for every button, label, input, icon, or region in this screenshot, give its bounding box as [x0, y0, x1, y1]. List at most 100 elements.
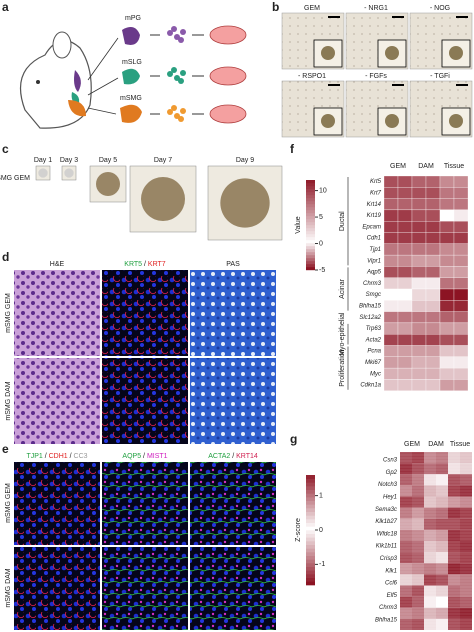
micrograph: [190, 270, 276, 356]
scale-bar: [328, 84, 340, 86]
gene-label: Chrm3: [363, 281, 382, 287]
heat-cell: [411, 209, 427, 222]
heat-cell: [425, 367, 441, 380]
heat-cell: [448, 596, 460, 608]
colorbar: [306, 249, 315, 253]
heat-cell: [439, 300, 455, 312]
heat-cell: [412, 496, 424, 508]
heat-cell: [453, 379, 469, 391]
heat-cell: [397, 356, 413, 369]
heat-cell: [448, 463, 460, 475]
colorbar: [306, 497, 315, 501]
colorbar: [306, 186, 315, 190]
row-label: mSMG GEM: [5, 483, 12, 523]
heat-cell: [397, 266, 413, 278]
organoid: [385, 46, 399, 60]
heat-cell: [383, 322, 399, 335]
heat-cell: [425, 221, 441, 233]
heat-cell: [411, 379, 427, 391]
heat-cell: [448, 618, 460, 630]
day-label: Day 9: [236, 157, 254, 164]
heat-cell: [397, 379, 413, 391]
heat-cell: [436, 607, 448, 619]
gland-label: mSLG: [122, 59, 142, 66]
condition-label: - NRG1: [364, 5, 388, 12]
heat-cell: [397, 198, 413, 211]
heat-cell: [383, 209, 399, 222]
colorbar: [306, 210, 315, 214]
colorbar: [306, 240, 315, 244]
heat-cell: [436, 518, 448, 530]
heat-cell: [436, 596, 448, 608]
heat-cell: [425, 175, 441, 188]
micrograph: [190, 358, 276, 444]
heat-cell: [424, 574, 436, 586]
heat-cell: [411, 277, 427, 290]
scale-bar: [392, 84, 404, 86]
heat-cell: [411, 187, 427, 199]
heat-cell: [424, 452, 436, 464]
stain-header: KRT5 / KRT7: [124, 261, 165, 268]
gene-label: Bhlha15: [359, 304, 382, 310]
heat-cell: [411, 266, 427, 278]
heat-cell: [412, 474, 424, 486]
gene-label: Elf5: [387, 593, 398, 599]
heat-cell: [383, 345, 399, 357]
scale-bar: [328, 16, 340, 18]
heat-cell: [453, 209, 469, 222]
heat-cell: [424, 618, 436, 630]
heat-cell: [439, 232, 455, 244]
gene-label: Klk1b11: [376, 544, 397, 550]
heat-cell: [383, 243, 399, 256]
heat-cell: [412, 518, 424, 530]
heat-cell: [453, 288, 469, 301]
heat-cell: [439, 288, 455, 301]
heat-cell: [436, 563, 448, 575]
heat-cell: [400, 552, 412, 564]
heat-cell: [460, 507, 472, 519]
panel-label: a: [2, 0, 9, 14]
heat-cell: [400, 585, 412, 597]
gene-label: Tjp1: [369, 247, 381, 253]
colorbar: [306, 231, 315, 235]
heat-cell: [424, 585, 436, 597]
heat-cell: [436, 574, 448, 586]
heat-cell: [400, 463, 412, 475]
heat-cell: [383, 198, 399, 211]
gene-label: Slc12a2: [359, 315, 381, 321]
gene-label: Ccl6: [385, 581, 398, 587]
gene-label: Epcam: [362, 224, 381, 230]
heat-cell: [383, 232, 399, 244]
gene-label: Vipr1: [367, 258, 381, 264]
colorbar: [306, 574, 315, 578]
heat-cell: [383, 356, 399, 369]
heat-cell: [460, 585, 472, 597]
stain-name: ACTA2: [208, 453, 230, 460]
heat-cell: [425, 243, 441, 256]
heat-cell: [397, 345, 413, 357]
colorbar: [306, 246, 315, 250]
organoid: [38, 168, 48, 178]
colorbar: [306, 493, 315, 498]
organoid: [449, 114, 463, 128]
condition-label: - TGFi: [430, 73, 450, 80]
colorbar: [306, 515, 315, 520]
gene-label: Krt14: [367, 202, 382, 208]
condition-label: - FGFs: [365, 73, 387, 80]
heat-cell: [460, 463, 472, 475]
colorbar: [306, 504, 315, 509]
heat-cell: [411, 254, 427, 267]
organoid: [141, 177, 185, 221]
heat-cell: [411, 367, 427, 380]
heat-cell: [453, 266, 469, 278]
heat-cell: [411, 232, 427, 244]
group-label: Acinar: [339, 278, 346, 299]
stain-header: H&E: [50, 261, 65, 268]
heat-cell: [439, 175, 455, 188]
gene-label: Acta2: [365, 337, 382, 343]
colorbar: [306, 195, 315, 199]
colorbar: [306, 566, 315, 571]
colorbar: [306, 475, 315, 479]
gene-label: Chrm3: [379, 605, 398, 611]
row-label: mSMG GEM: [5, 293, 12, 333]
